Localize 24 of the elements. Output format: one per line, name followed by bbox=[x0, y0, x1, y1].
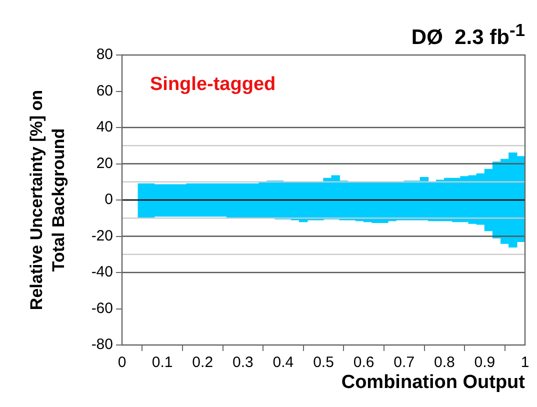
y-tick-label: 40 bbox=[96, 118, 113, 136]
annotation: Single-tagged bbox=[150, 74, 276, 96]
y-tick-label: 0 bbox=[104, 191, 113, 208]
x-tick-label: 0.4 bbox=[272, 354, 294, 372]
x-tick-label: 0.6 bbox=[353, 354, 374, 372]
x-tick-label: 0.7 bbox=[394, 354, 415, 372]
x-tick-label: 0 bbox=[118, 354, 126, 372]
chart-title: DØ 2.3 fb$^{-1}$ bbox=[411, 20, 525, 50]
x-tick-label: 0.3 bbox=[232, 354, 254, 372]
x-axis-title: Combination Output bbox=[341, 372, 525, 394]
x-tick-label: 0.9 bbox=[474, 354, 496, 372]
y-tick-label: -20 bbox=[91, 227, 113, 244]
x-tick-label: 1 bbox=[520, 354, 530, 372]
y-axis-title: Relative Uncertainty [%] on Total Background bbox=[26, 88, 69, 312]
x-tick-label: 0.5 bbox=[313, 354, 334, 372]
x-tick-label: 0.8 bbox=[434, 354, 455, 372]
y-tick-label: 60 bbox=[96, 82, 113, 100]
y-tick-label: -60 bbox=[91, 300, 113, 317]
y-tick-label: 80 bbox=[96, 46, 113, 64]
y-tick-label: 20 bbox=[96, 154, 113, 172]
y-tick-label: -40 bbox=[91, 264, 113, 281]
x-tick-label: 0.1 bbox=[152, 354, 173, 372]
x-tick-label: 0.2 bbox=[192, 354, 214, 372]
y-tick-label: -80 bbox=[91, 336, 113, 354]
